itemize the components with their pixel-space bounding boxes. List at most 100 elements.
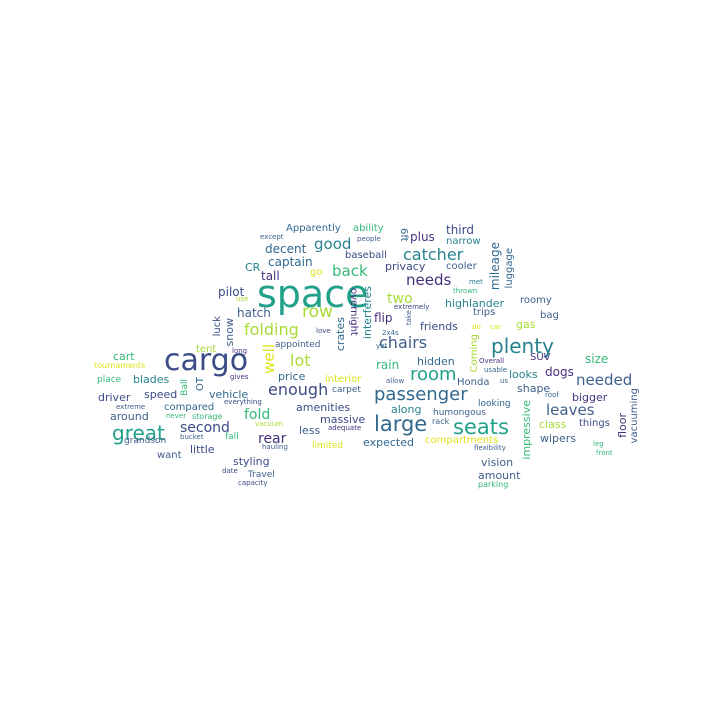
word-long: long [232,347,248,355]
word-dogs: dogs [545,365,574,379]
word-roof: roof [545,391,559,399]
word-along: along [391,403,422,416]
word-less: less [299,424,321,437]
word-tent: tent [196,344,217,355]
word-cooler: cooler [446,261,477,272]
word-usable: usable [484,366,508,374]
word-luggage: luggage [504,248,515,289]
word-bigger: bigger [572,391,608,404]
word-floor: floor [616,413,629,438]
word-want: want [157,450,182,461]
word-hatch: hatch [237,306,271,320]
word-enough: enough [268,380,329,399]
word-leaves: leaves [546,401,595,419]
word-take: take [405,310,413,326]
word-class: class [539,418,567,431]
word-styling: styling [233,455,270,468]
word-amount: amount [478,469,521,482]
word-bucket: bucket [180,433,204,441]
word-wipers: wipers [540,432,577,445]
word-seats: seats [453,415,509,439]
word-vision: vision [481,456,514,469]
word-do: do [472,323,481,331]
word-crates: crates [334,317,347,352]
word-extremely: extremely [394,303,430,311]
word-great: great [112,421,165,445]
word-good: good [314,235,352,253]
word-honda: Honda [457,377,490,388]
word-us: us [500,377,509,385]
word-impressive: impressive [520,400,533,460]
word-room: room [410,364,457,385]
word-capacity: capacity [238,479,268,487]
word-pilot: pilot [218,285,245,299]
word-vacuuming: vacuuming [629,388,640,444]
word-allow: allow [386,377,405,385]
word-shape: shape [517,382,551,395]
word-cart: cart [113,350,135,363]
word-yet: yet [376,342,388,350]
word-friends: friends [420,320,458,333]
word-rear: rear [258,431,287,447]
word-second: second [180,420,230,436]
word-interior: interior [325,374,362,385]
word-fall: fall [225,432,239,442]
word-plus: plus [410,230,435,244]
word-rain: rain [376,358,400,372]
word-third: third [446,223,474,237]
word-needs: needs [406,271,452,289]
word-roomy: roomy [520,295,552,306]
word-two: two [387,291,413,307]
word-grandson: grandson [124,436,167,446]
word-ot: OT [195,377,206,391]
word-gives: gives [230,373,249,381]
word-travel: Travel [248,470,275,480]
word-parking: parking [478,480,509,489]
word-use: use [236,295,249,303]
word-catcher: catcher [403,245,464,264]
word-coming: Coming [469,334,480,373]
word-hidden: hidden [417,355,455,368]
word-around: around [110,410,149,423]
word-flip: flip [374,311,393,325]
word-fold: fold [244,407,271,423]
word-space: space [257,272,369,316]
word-bag: bag [540,310,559,321]
word-cargo: cargo [164,343,249,378]
word-blades: blades [133,373,170,386]
word-cr: CR [245,261,261,274]
word-suv: SUV [530,352,551,363]
word-met: met [469,278,483,286]
word-luck: luck [212,316,223,337]
word-captain: captain [268,255,313,269]
word-humongous: humongous [433,408,486,418]
word-ball: Ball [180,379,190,396]
word-2x4s: 2x4s [382,329,399,337]
word-baseball: baseball [345,250,387,261]
word-flexibility: flexibility [474,444,506,452]
word-hauling: hauling [262,443,288,451]
word-everything: everything [224,398,262,406]
word-ability: ability [353,223,384,234]
word-little: little [190,443,215,456]
word-looking: looking [478,399,511,409]
word-apparently: Apparently [286,223,341,234]
word-trips: trips [473,307,496,318]
word-love: love [316,327,331,335]
word-overnight: overnight [348,288,359,336]
word-back: back [332,262,368,280]
word-thrown: thrown [453,287,478,295]
word-front: front [596,449,613,457]
word-expected: expected [363,436,414,449]
word-adequate: adequate [328,424,362,432]
word-compared: compared [164,402,215,413]
word-driver: driver [98,391,131,404]
word-needed: needed [576,371,633,389]
word-leg: leg [593,440,604,448]
word-limited: limited [312,441,344,451]
word-speed: speed [144,388,178,401]
word-vehicle: vehicle [209,388,249,401]
word-privacy: privacy [385,260,426,273]
word-mileage: mileage [488,242,502,291]
word-amenities: amenities [296,401,351,414]
